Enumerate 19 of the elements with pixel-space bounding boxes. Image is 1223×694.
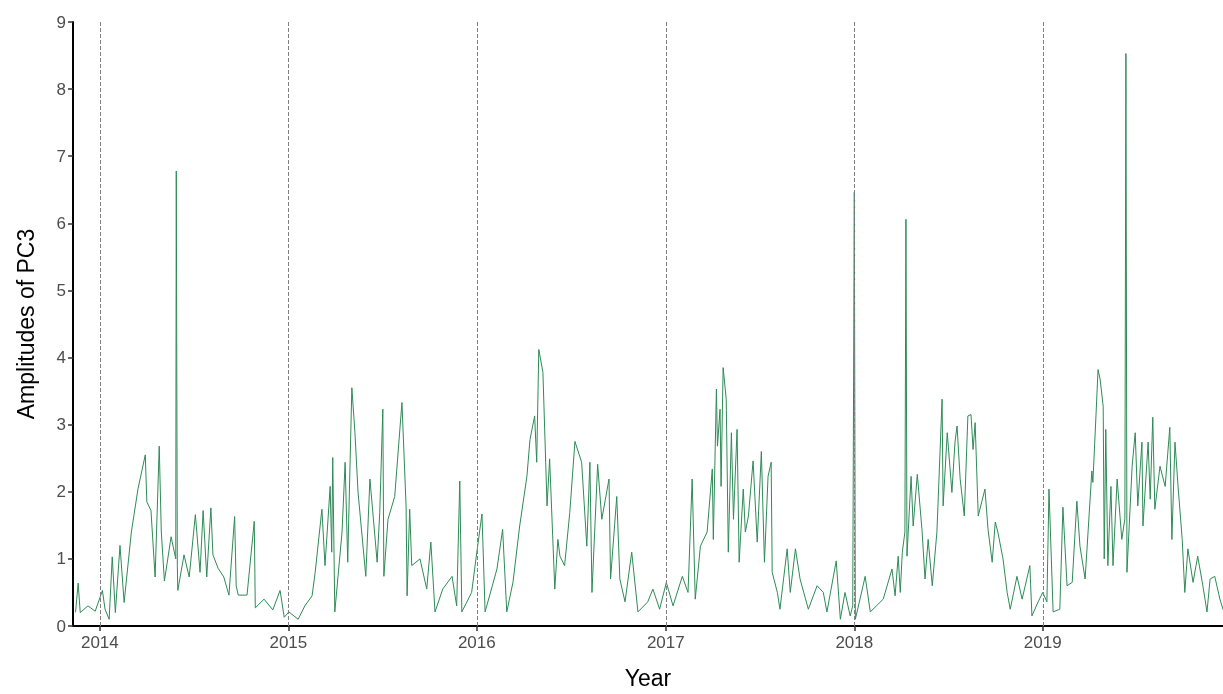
y-tick-label: 1: [56, 549, 66, 569]
y-tick-label: 2: [56, 482, 66, 502]
y-tick-label: 4: [56, 348, 66, 368]
y-tick-label: 5: [56, 280, 66, 300]
x-tick-label: 2016: [457, 633, 496, 652]
x-tick-label: 2019: [1023, 633, 1062, 652]
x-tick-label: 2015: [269, 633, 308, 652]
y-tick-label: 8: [56, 79, 66, 99]
line-series: [75, 53, 1223, 620]
x-axis-title: Year: [624, 664, 672, 691]
y-tick-label: 6: [56, 213, 66, 233]
y-axis-title: Amplitudes of PC3: [12, 228, 39, 420]
y-tick-label: 0: [56, 616, 66, 636]
y-tick-label: 9: [56, 12, 66, 32]
x-tick-label: 2018: [835, 633, 874, 652]
x-tick-label: 2014: [80, 633, 119, 652]
y-tick-label: 7: [56, 146, 66, 166]
x-tick-label: 2017: [646, 633, 685, 652]
y-tick-label: 3: [56, 415, 66, 435]
